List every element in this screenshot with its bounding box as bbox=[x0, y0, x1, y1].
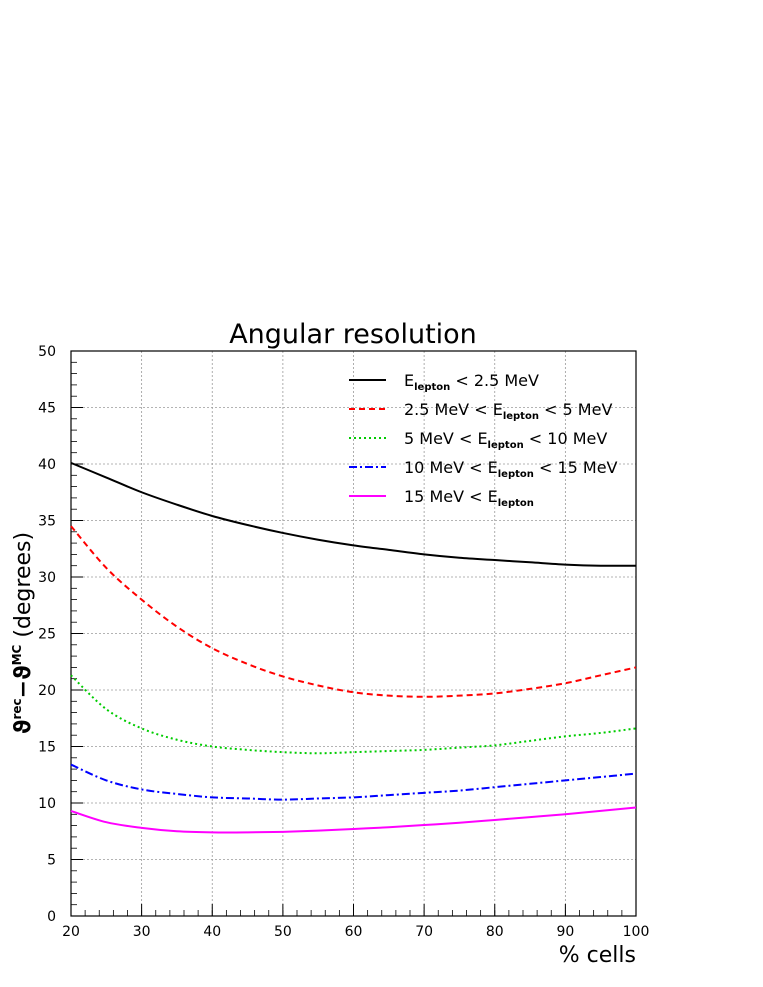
y-tick-label: 0 bbox=[47, 909, 56, 925]
y-tick-label: 5 bbox=[47, 853, 56, 869]
legend: Elepton < 2.5 MeV 2.5 MeV < Elepton < 5 M… bbox=[349, 371, 618, 509]
legend-entry-1: Elepton < 2.5 MeV bbox=[404, 371, 539, 393]
x-tick-label: 80 bbox=[486, 924, 504, 940]
series-line-1 bbox=[70, 461, 637, 567]
series-line-2 bbox=[70, 525, 637, 698]
x-tick-label: 20 bbox=[62, 924, 80, 940]
x-tick-label: 30 bbox=[133, 924, 151, 940]
y-tick-label: 30 bbox=[38, 570, 56, 586]
y-tick-label: 20 bbox=[38, 683, 56, 699]
x-tick-label: 70 bbox=[415, 924, 433, 940]
y-tick-label: 40 bbox=[38, 457, 56, 473]
y-label-sup-rec: rec bbox=[10, 698, 24, 719]
series-line-3 bbox=[70, 674, 637, 755]
y-tick-label: 15 bbox=[38, 740, 56, 756]
x-tick-label: 90 bbox=[556, 924, 574, 940]
axis-ticks: 20 30 40 50 60 70 80 90 100 0 5 10 15 20 25 30 35 40 45 50 bbox=[38, 344, 649, 940]
legend-entry-4: 10 MeV < Elepton < 15 MeV bbox=[404, 458, 618, 480]
y-tick-label: 45 bbox=[38, 401, 56, 417]
legend-entry-3: 5 MeV < Elepton < 10 MeV bbox=[404, 429, 607, 451]
chart-title: Angular resolution bbox=[229, 319, 477, 350]
x-tick-label: 60 bbox=[345, 924, 363, 940]
x-tick-label: 50 bbox=[274, 924, 292, 940]
x-tick-label: 40 bbox=[203, 924, 221, 940]
y-tick-label: 25 bbox=[38, 627, 56, 643]
x-tick-label: 100 bbox=[623, 924, 650, 940]
y-label-theta: ϑ bbox=[11, 720, 36, 735]
legend-entry-5: 15 MeV < Elepton bbox=[404, 487, 534, 509]
y-label-sup-mc: MC bbox=[10, 644, 24, 665]
y-tick-label: 50 bbox=[38, 344, 56, 360]
y-label-minus-theta: −ϑ bbox=[11, 665, 36, 698]
y-tick-label: 35 bbox=[38, 514, 56, 530]
y-axis-label: ϑrec−ϑMC (degrees) bbox=[10, 532, 36, 734]
legend-entry-2: 2.5 MeV < Elepton < 5 MeV bbox=[404, 400, 612, 422]
series-lines bbox=[70, 461, 637, 834]
y-label-units: (degrees) bbox=[11, 532, 36, 645]
x-axis-label: % cells bbox=[559, 943, 636, 968]
series-line-5 bbox=[70, 806, 637, 834]
series-line-4 bbox=[70, 763, 637, 801]
y-tick-label: 10 bbox=[38, 796, 56, 812]
